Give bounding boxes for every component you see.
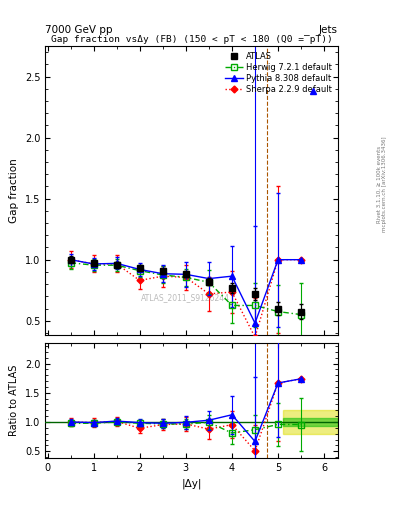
Title: Gap fraction vsΔy (FB) (150 < pT < 180 (Q0 =̅pT)): Gap fraction vsΔy (FB) (150 < pT < 180 (… [51,35,332,44]
Y-axis label: Gap fraction: Gap fraction [9,158,19,223]
Legend: ATLAS, Herwig 7.2.1 default, Pythia 8.308 default, Sherpa 2.2.9 default: ATLAS, Herwig 7.2.1 default, Pythia 8.30… [223,50,334,96]
Y-axis label: Ratio to ATLAS: Ratio to ATLAS [9,365,19,436]
Bar [283,410,338,434]
Text: mcplots.cern.ch [arXiv:1306.3436]: mcplots.cern.ch [arXiv:1306.3436] [382,137,387,232]
Text: Rivet 3.1.10, ≥ 100k events: Rivet 3.1.10, ≥ 100k events [377,146,382,223]
Text: ATLAS_2011_S9126244: ATLAS_2011_S9126244 [141,293,230,302]
X-axis label: |Δy|: |Δy| [181,479,202,489]
Text: 7000 GeV pp: 7000 GeV pp [45,25,113,35]
Text: Jets: Jets [319,25,338,35]
Bar [283,418,338,426]
